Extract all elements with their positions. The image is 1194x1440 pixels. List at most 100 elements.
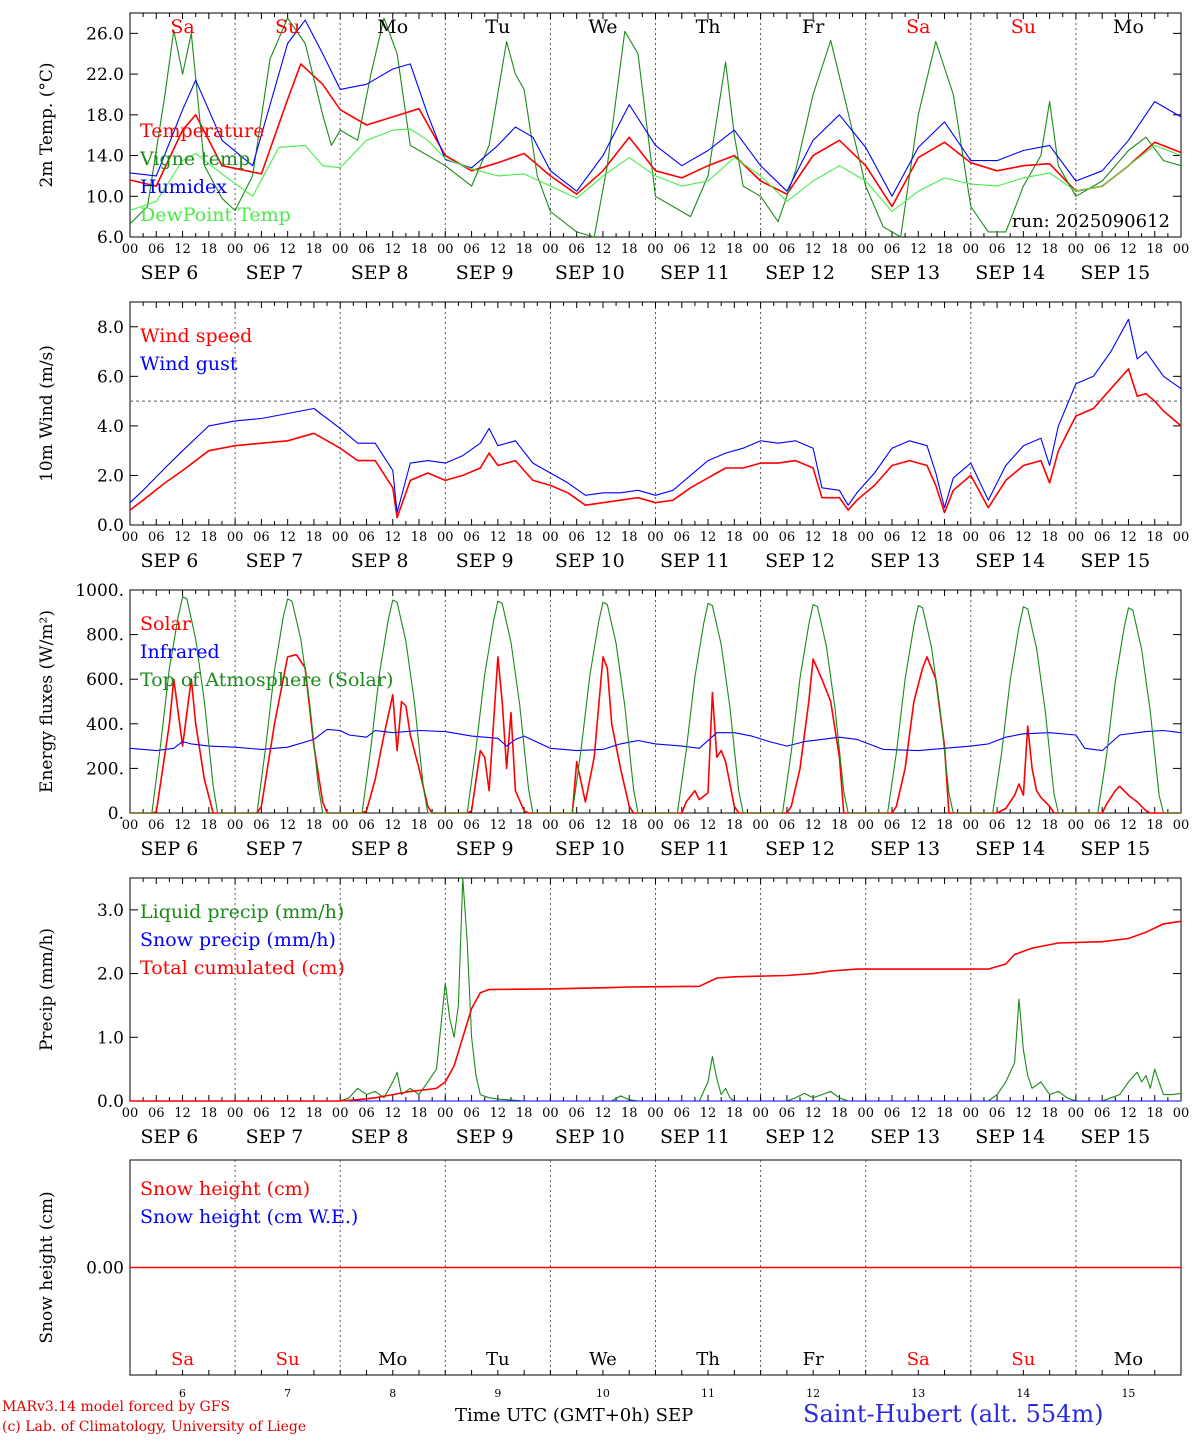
y-tick-label: 1.0	[97, 1028, 124, 1048]
hour-tick-label: 06	[989, 1106, 1006, 1121]
hour-tick-label: 00	[437, 242, 454, 257]
hour-tick-label: 18	[1041, 1106, 1058, 1121]
hour-tick-label: 06	[253, 1106, 270, 1121]
date-label: SEP 6	[141, 1126, 199, 1148]
day-abbreviation: Sa	[171, 1349, 194, 1370]
hour-tick-label: 00	[857, 530, 874, 545]
hour-tick-label: 18	[1146, 1106, 1163, 1121]
hour-tick-label: 00	[437, 818, 454, 833]
date-label: SEP 15	[1080, 262, 1150, 284]
day-abbreviation: Tu	[485, 16, 510, 38]
hour-tick-label: 12	[910, 1106, 927, 1121]
hour-tick-label: 06	[148, 242, 165, 257]
y-axis-title: Precip (mm/h)	[37, 928, 57, 1051]
hour-tick-label: 00	[542, 1106, 559, 1121]
hour-tick-label: 12	[805, 530, 822, 545]
hour-tick-label: 18	[411, 242, 428, 257]
day-abbreviation: Mo	[378, 1349, 407, 1370]
y-tick-label: 3.0	[97, 901, 124, 921]
hour-tick-label: 18	[516, 1106, 533, 1121]
day-abbreviation: Mo	[377, 16, 408, 38]
day-abbreviation: Su	[276, 1349, 300, 1370]
date-label: SEP 9	[456, 262, 514, 284]
hour-tick-label: 18	[306, 530, 323, 545]
hour-tick-label: 00	[857, 1106, 874, 1121]
day-abbreviation: Su	[1011, 16, 1036, 38]
hour-tick-label: 00	[122, 242, 139, 257]
hour-tick-label: 18	[1041, 530, 1058, 545]
hour-tick-label: 00	[647, 242, 664, 257]
hour-tick-label: 18	[411, 818, 428, 833]
hour-tick-label: 00	[227, 242, 244, 257]
legend-entry: Wind gust	[140, 353, 238, 375]
hour-tick-label: 12	[174, 818, 191, 833]
hour-tick-label: 12	[384, 242, 401, 257]
day-abbreviation: Th	[696, 1349, 720, 1370]
hour-tick-label: 06	[674, 530, 691, 545]
hour-tick-label: 18	[411, 530, 428, 545]
hour-tick-label: 12	[1015, 530, 1032, 545]
hour-tick-label: 12	[1120, 530, 1137, 545]
hour-tick-label: 06	[568, 242, 585, 257]
hour-tick-label: 18	[831, 1106, 848, 1121]
hour-tick-label: 06	[148, 530, 165, 545]
hour-tick-label: 12	[279, 1106, 296, 1121]
hour-tick-label: 18	[726, 242, 743, 257]
hour-tick-label: 00	[1173, 1106, 1190, 1121]
hour-tick-label: 06	[884, 530, 901, 545]
date-label: SEP 14	[975, 262, 1045, 284]
date-label: SEP 12	[765, 550, 835, 572]
legend-entry: Total cumulated (cm)	[140, 957, 345, 979]
day-number: 12	[806, 1387, 820, 1400]
hour-tick-label: 12	[279, 818, 296, 833]
hour-tick-label: 18	[306, 818, 323, 833]
legend-entry: Solar	[140, 613, 192, 635]
hour-tick-label: 06	[1094, 1106, 1111, 1121]
day-number: 14	[1016, 1387, 1030, 1400]
hour-tick-label: 12	[174, 1106, 191, 1121]
hour-tick-label: 06	[463, 1106, 480, 1121]
date-label: SEP 10	[555, 1126, 625, 1148]
date-label: SEP 7	[246, 262, 304, 284]
hour-tick-label: 00	[332, 242, 349, 257]
hour-tick-label: 06	[989, 818, 1006, 833]
hour-tick-label: 00	[332, 1106, 349, 1121]
hour-tick-label: 18	[516, 530, 533, 545]
date-label: SEP 15	[1080, 1126, 1150, 1148]
hour-tick-label: 12	[700, 818, 717, 833]
hour-tick-label: 18	[201, 530, 218, 545]
hour-tick-label: 18	[621, 530, 638, 545]
hour-tick-label: 12	[595, 242, 612, 257]
hour-tick-label: 18	[1041, 242, 1058, 257]
hour-tick-label: 06	[568, 818, 585, 833]
y-tick-label: 400.	[86, 715, 124, 735]
x-axis-title: Time UTC (GMT+0h)	[455, 1405, 650, 1426]
date-label: SEP 8	[351, 1126, 409, 1148]
hour-tick-label: 12	[490, 1106, 507, 1121]
hour-tick-label: 00	[122, 530, 139, 545]
date-label: SEP 12	[765, 262, 835, 284]
day-abbreviation: Tu	[486, 1349, 510, 1370]
day-number: 9	[494, 1387, 501, 1400]
day-number: 15	[1121, 1387, 1135, 1400]
date-label: SEP 11	[660, 838, 730, 860]
hour-tick-label: 00	[332, 530, 349, 545]
date-label: SEP 15	[1080, 550, 1150, 572]
hour-tick-label: 12	[700, 1106, 717, 1121]
hour-tick-label: 00	[857, 242, 874, 257]
hour-tick-label: 06	[674, 242, 691, 257]
date-label: SEP 8	[351, 550, 409, 572]
hour-tick-label: 06	[463, 818, 480, 833]
hour-tick-label: 00	[542, 530, 559, 545]
date-label: SEP 9	[456, 838, 514, 860]
day-abbreviation: Mo	[1114, 1349, 1143, 1370]
hour-tick-label: 12	[1120, 1106, 1137, 1121]
hour-tick-label: 12	[490, 818, 507, 833]
hour-tick-label: 00	[227, 530, 244, 545]
series-line-wind-speed	[129, 368, 1182, 519]
hour-tick-label: 18	[936, 1106, 953, 1121]
y-tick-label: 600.	[86, 670, 124, 690]
hour-tick-label: 00	[122, 818, 139, 833]
hour-tick-label: 12	[1015, 242, 1032, 257]
legend-entry: Wind speed	[140, 325, 252, 347]
